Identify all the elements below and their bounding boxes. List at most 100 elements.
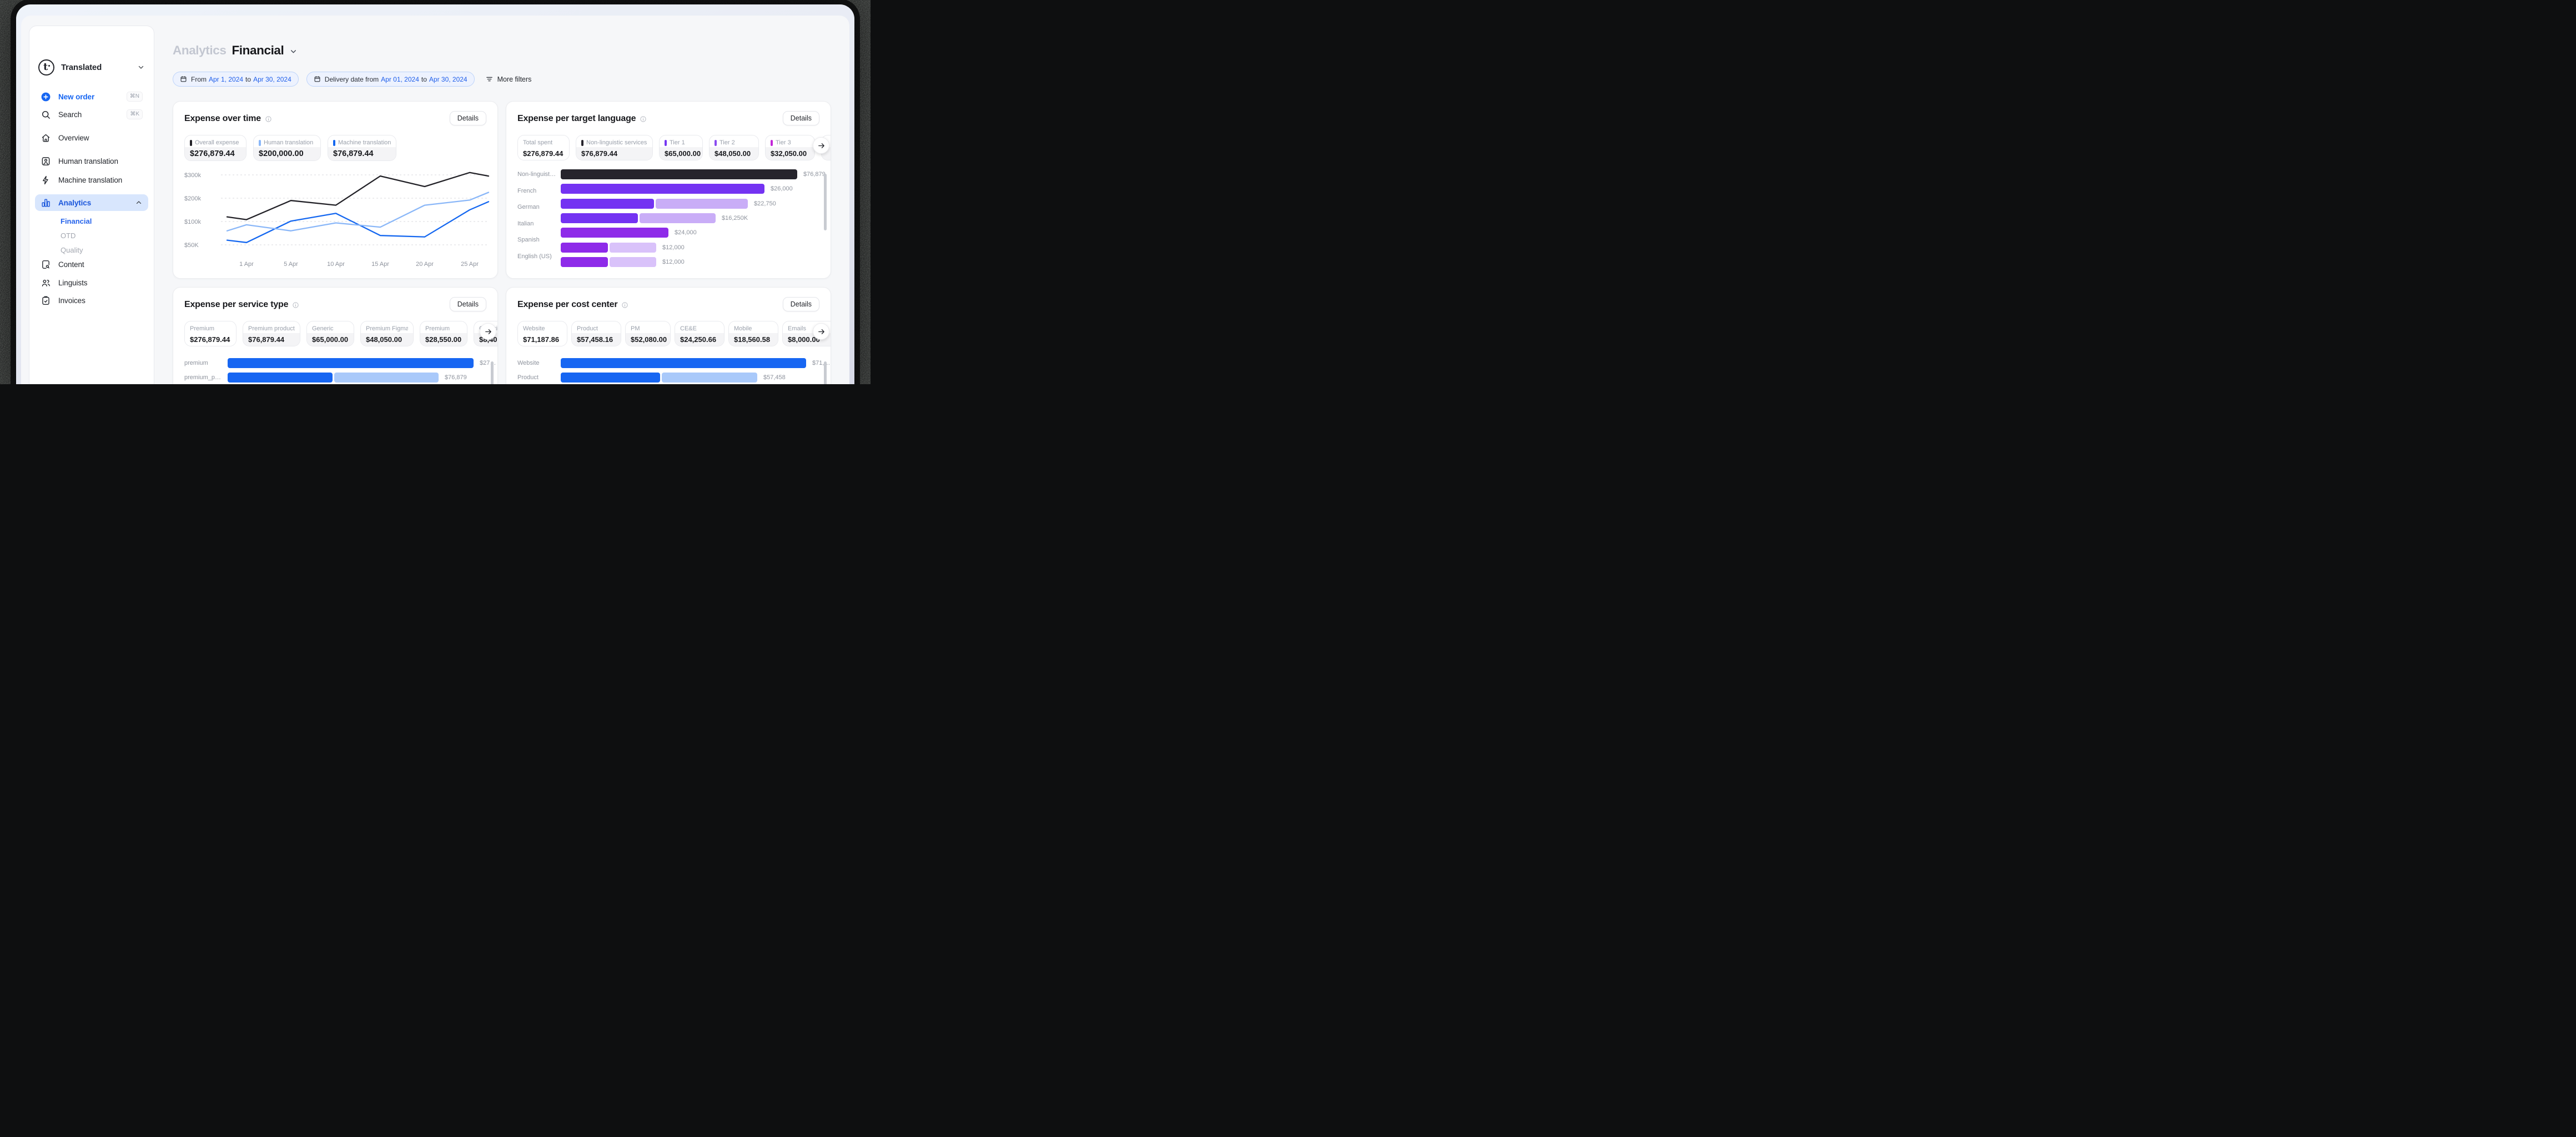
bar-segment xyxy=(561,228,668,238)
bar-segment xyxy=(334,373,439,383)
filter-date-to: Apr 30, 2024 xyxy=(253,75,291,83)
scroll-right-button[interactable] xyxy=(813,137,829,154)
stat-chip[interactable]: Non-linguistic services $76,879.44 xyxy=(576,135,653,160)
stat-chip[interactable]: Tier 2 $48,050.00 xyxy=(709,135,759,160)
sidebar-item-analytics[interactable]: Analytics xyxy=(35,194,148,211)
stat-chip[interactable]: Premium $28,550.00 xyxy=(420,321,467,346)
sidebar-item-new-order[interactable]: New order ⌘N xyxy=(35,88,148,105)
x-axis-tick-label: 25 Apr xyxy=(461,261,479,268)
sidebar-item-overview[interactable]: Overview xyxy=(35,129,148,146)
stat-chip[interactable]: Tier 3 $32,050.00 xyxy=(765,135,815,160)
bar-category-label: premium xyxy=(184,360,208,366)
lightning-bolt-icon xyxy=(41,175,51,185)
bar[interactable]: $22,750 xyxy=(561,198,776,209)
stat-chip[interactable]: Mobile $18,560.58 xyxy=(728,321,778,346)
bar[interactable]: $26,000 xyxy=(561,184,793,194)
bar[interactable]: $12,000 xyxy=(561,242,685,253)
details-button[interactable]: Details xyxy=(782,111,819,125)
sidebar-item-human-translation[interactable]: Human translation xyxy=(35,153,148,169)
vertical-scrollbar[interactable] xyxy=(491,361,494,384)
bar-category-label: Italian xyxy=(517,220,534,227)
stat-chip-row: Website $71,187.86 Product $57,458.16 PM $52,… xyxy=(517,321,831,347)
stat-chip[interactable]: PM $52,080.00 xyxy=(625,321,671,346)
chevron-up-icon xyxy=(135,199,143,207)
stat-chip[interactable]: Product $57,458.16 xyxy=(571,321,621,346)
sidebar-item-search[interactable]: Search ⌘K xyxy=(35,106,148,123)
vertical-scrollbar[interactable] xyxy=(824,174,827,230)
stat-chip[interactable]: Human translation $200,000.00 xyxy=(253,135,321,161)
stat-chip-label: Human translation xyxy=(254,135,320,147)
bar[interactable]: $57,458 xyxy=(561,373,786,383)
details-button[interactable]: Details xyxy=(449,111,486,125)
info-icon[interactable] xyxy=(640,115,647,123)
bar-segment xyxy=(561,169,797,179)
y-axis-tick-label: $300k xyxy=(184,172,201,179)
series-color-pill xyxy=(259,139,261,146)
stat-chip[interactable]: Website $71,187.86 xyxy=(517,321,567,346)
series-color-pill xyxy=(190,139,192,146)
bar[interactable]: $76,879 xyxy=(228,373,467,383)
series-line-overall-expense xyxy=(226,172,490,220)
sidebar-item-content[interactable]: Content xyxy=(35,256,148,273)
x-axis-tick-label: 15 Apr xyxy=(371,261,389,268)
more-filters-button[interactable]: More filters xyxy=(485,75,531,83)
expense-per-target-language-chart: Non-linguist… $76,879 French $26,000 German $… xyxy=(517,169,826,278)
info-icon[interactable] xyxy=(621,301,628,309)
series-color-pill xyxy=(771,139,773,146)
stat-chip-value: $28,550.00 xyxy=(420,333,467,346)
sidebar-subitem-financial[interactable]: Financial xyxy=(61,217,92,225)
chevron-down-icon[interactable] xyxy=(289,47,298,56)
stat-chip-value: $76,879.44 xyxy=(243,333,300,346)
bar-value-label: $12,000 xyxy=(662,244,685,251)
details-button[interactable]: Details xyxy=(449,297,486,311)
sidebar-item-invoices[interactable]: Invoices xyxy=(35,292,148,309)
info-icon[interactable] xyxy=(265,115,272,123)
bar[interactable]: $24,000 xyxy=(561,228,697,238)
sidebar-subitem-otd[interactable]: OTD xyxy=(61,231,76,240)
details-button[interactable]: Details xyxy=(782,297,819,311)
bar-segment xyxy=(228,358,474,368)
stat-chip-value: $76,879.44 xyxy=(576,147,652,160)
bar-value-label: $57,458 xyxy=(763,374,786,381)
bar-segment xyxy=(561,213,638,223)
workspace-name: Translated xyxy=(61,62,102,72)
vertical-scrollbar[interactable] xyxy=(824,361,827,384)
bar-value-label: $12,000 xyxy=(662,258,685,265)
stat-chip[interactable]: Premium Figma $48,050.00 xyxy=(360,321,414,346)
bar[interactable]: $16,250K xyxy=(561,213,748,223)
x-axis-tick-label: 20 Apr xyxy=(416,261,434,268)
stat-chip[interactable]: Total spent $276,879.44 xyxy=(517,135,570,160)
stat-chip-label: Emails xyxy=(788,325,807,332)
stat-chip-value: $18,560.58 xyxy=(729,333,778,346)
card-expense-per-service-type: Expense per service type Details Premium… xyxy=(173,287,498,384)
filter-lines-icon xyxy=(485,75,494,83)
stat-chip[interactable]: Machine translation $76,879.44 xyxy=(328,135,396,161)
date-range-filter[interactable]: From Apr 1, 2024 to Apr 30, 2024 xyxy=(173,72,299,87)
bar[interactable]: $27… xyxy=(228,358,496,368)
info-icon[interactable] xyxy=(292,301,299,309)
delivery-date-filter[interactable]: Delivery date from Apr 01, 2024 to Apr 3… xyxy=(306,72,475,87)
stat-chip[interactable]: Premium $276,879.44 xyxy=(184,321,237,346)
sidebar-item-linguists[interactable]: Linguists xyxy=(35,274,148,291)
stat-chip-row: Overall expense $276,879.44 Human translat… xyxy=(184,135,396,161)
scroll-right-button[interactable] xyxy=(480,323,496,340)
expense-per-service-type-chart: premium$27…premium_p…$76,879generic$65,0… xyxy=(184,358,496,384)
bar-segment xyxy=(561,358,806,368)
stat-chip-label: Total spent xyxy=(523,139,553,146)
bar[interactable]: $76,879 xyxy=(561,169,826,179)
translated-logo-icon: t xyxy=(38,59,54,76)
sidebar-subitem-quality[interactable]: Quality xyxy=(61,245,83,254)
bar[interactable]: $12,000 xyxy=(561,256,685,267)
stat-chip[interactable]: Generic $65,000.00 xyxy=(306,321,354,346)
scroll-right-button[interactable] xyxy=(813,323,829,340)
bar[interactable]: $71,… xyxy=(561,358,830,368)
stat-chip[interactable]: CE&E $24,250.66 xyxy=(675,321,724,346)
person-badge-icon xyxy=(41,156,51,167)
stat-chip[interactable]: Tier 1 $65,000.00 xyxy=(659,135,703,160)
stat-chip-label: Premium xyxy=(425,325,450,332)
stat-chip[interactable]: Overall expense $276,879.44 xyxy=(184,135,246,161)
workspace-switcher[interactable]: t Translated xyxy=(35,58,148,76)
page-header: Analytics Financial xyxy=(173,42,298,59)
sidebar-item-machine-translation[interactable]: Machine translation xyxy=(35,172,148,188)
stat-chip[interactable]: Premium product $76,879.44 xyxy=(243,321,300,346)
